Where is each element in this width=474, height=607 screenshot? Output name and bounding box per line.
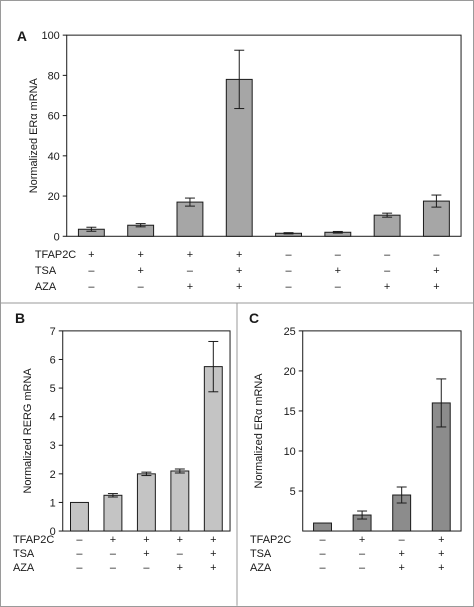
condition-sign: + [438, 534, 444, 546]
condition-label: TSA [13, 548, 35, 560]
condition-sign: + [359, 534, 365, 546]
condition-sign: – [384, 265, 391, 277]
condition-sign: + [398, 562, 404, 574]
condition-sign: + [88, 249, 94, 261]
condition-label: TFAP2C [35, 249, 76, 261]
y-tick-label: 5 [290, 486, 296, 498]
panel-letter: B [15, 310, 25, 326]
condition-sign: – [285, 249, 292, 261]
bar [313, 522, 332, 532]
y-tick-label: 1 [50, 497, 56, 509]
panel-b: B 0 1 2 3 4 5 6 7 Normalized RERG mRNA TFAP2C – + + + +… [13, 310, 231, 574]
condition-label: TFAP2C [250, 534, 291, 546]
condition-sign: – [335, 249, 342, 261]
y-tick-label: 0 [54, 231, 60, 243]
y-tick-label: 2 [50, 469, 56, 481]
condition-sign: + [398, 548, 404, 560]
condition-sign: – [384, 249, 391, 261]
condition-label: TSA [35, 265, 57, 277]
condition-sign: – [319, 562, 326, 574]
condition-sign: + [438, 562, 444, 574]
plot-frame [302, 330, 462, 532]
y-tick-label: 0 [50, 526, 56, 538]
condition-sign: + [236, 265, 242, 277]
condition-sign: + [187, 281, 193, 293]
condition-sign: – [335, 281, 342, 293]
y-tick-label: 7 [50, 326, 56, 338]
condition-sign: – [110, 548, 117, 560]
y-axis-label: Normalized ERα mRNA [253, 373, 265, 489]
y-axis-label: Normalized ERα mRNA [28, 77, 40, 193]
y-tick-label: 80 [48, 70, 60, 82]
condition-sign: + [137, 265, 143, 277]
condition-sign: + [177, 534, 183, 546]
condition-sign: – [285, 265, 292, 277]
bar [176, 201, 204, 237]
y-tick-label: 3 [50, 440, 56, 452]
y-tick-label: 40 [48, 151, 60, 163]
bar [373, 214, 401, 237]
condition-sign: + [236, 249, 242, 261]
condition-sign: + [137, 249, 143, 261]
plot-frame [66, 34, 462, 237]
condition-sign: – [76, 534, 83, 546]
condition-sign: + [143, 534, 149, 546]
condition-label: AZA [13, 562, 35, 574]
condition-sign: – [187, 265, 194, 277]
condition-sign: – [359, 562, 366, 574]
bar [136, 473, 156, 532]
condition-sign: + [210, 562, 216, 574]
panel-letter: C [249, 310, 259, 326]
panel-c: C 5 10 15 20 25 Normalized ERα mRNA TFAP2C – + – + T… [249, 310, 462, 574]
panel-letter: A [17, 28, 27, 44]
y-tick-label: 5 [50, 383, 56, 395]
condition-sign: – [433, 249, 440, 261]
bar [70, 501, 89, 532]
condition-sign: – [285, 281, 292, 293]
y-tick-label: 10 [284, 446, 296, 458]
condition-sign: – [359, 548, 366, 560]
condition-sign: + [433, 265, 439, 277]
condition-sign: + [210, 548, 216, 560]
y-tick-label: 25 [284, 326, 296, 338]
condition-sign: – [88, 265, 95, 277]
condition-sign: + [177, 562, 183, 574]
y-tick-label: 6 [50, 354, 56, 366]
condition-sign: + [210, 534, 216, 546]
condition-sign: + [110, 534, 116, 546]
condition-sign: + [384, 281, 390, 293]
y-tick-label: 60 [48, 111, 60, 123]
y-tick-label: 100 [42, 30, 60, 42]
y-tick-label: 4 [50, 412, 56, 424]
bar [170, 470, 190, 532]
condition-sign: + [187, 249, 193, 261]
y-tick-label: 20 [284, 366, 296, 378]
condition-sign: – [88, 281, 95, 293]
y-tick-label: 15 [284, 406, 296, 418]
condition-sign: – [399, 534, 406, 546]
condition-sign: + [143, 548, 149, 560]
condition-sign: – [177, 548, 184, 560]
bar [103, 494, 123, 532]
condition-sign: – [138, 281, 145, 293]
condition-label: AZA [250, 562, 272, 574]
condition-sign: – [319, 548, 326, 560]
condition-sign: – [76, 548, 83, 560]
condition-sign: + [236, 281, 242, 293]
condition-label: TFAP2C [13, 534, 54, 546]
condition-sign: – [110, 562, 117, 574]
condition-sign: – [76, 562, 83, 574]
y-tick-label: 20 [48, 191, 60, 203]
condition-sign: + [335, 265, 341, 277]
condition-sign: + [433, 281, 439, 293]
condition-label: AZA [35, 281, 57, 293]
panel-a: A 0 20 40 60 80 100 Normalized ERα mRNA TFAP2C + +… [17, 28, 462, 293]
condition-sign: – [143, 562, 150, 574]
condition-sign: + [438, 548, 444, 560]
y-axis-label: Normalized RERG mRNA [22, 368, 34, 494]
condition-label: TSA [250, 548, 272, 560]
condition-sign: – [319, 534, 326, 546]
